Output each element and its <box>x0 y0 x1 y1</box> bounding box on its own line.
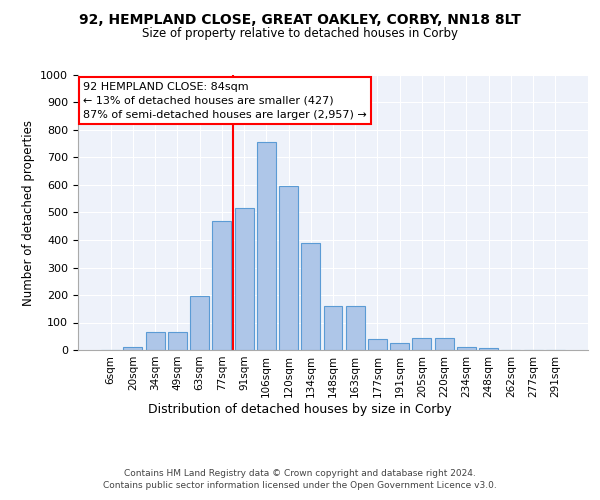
Text: 92 HEMPLAND CLOSE: 84sqm
← 13% of detached houses are smaller (427)
87% of semi-: 92 HEMPLAND CLOSE: 84sqm ← 13% of detach… <box>83 82 367 120</box>
Text: Size of property relative to detached houses in Corby: Size of property relative to detached ho… <box>142 28 458 40</box>
Bar <box>457 346 476 350</box>
Bar <box>301 243 320 350</box>
Bar <box>168 332 187 350</box>
Bar <box>368 339 387 350</box>
Bar <box>257 142 276 350</box>
Bar <box>124 346 142 350</box>
Bar <box>323 306 343 350</box>
Bar <box>235 208 254 350</box>
Bar <box>412 338 431 350</box>
Bar <box>435 338 454 350</box>
Text: Distribution of detached houses by size in Corby: Distribution of detached houses by size … <box>148 402 452 415</box>
Bar <box>390 342 409 350</box>
Bar <box>146 332 164 350</box>
Bar <box>346 306 365 350</box>
Text: Contains HM Land Registry data © Crown copyright and database right 2024.
Contai: Contains HM Land Registry data © Crown c… <box>103 468 497 490</box>
Bar <box>190 296 209 350</box>
Bar <box>212 221 231 350</box>
Bar <box>279 186 298 350</box>
Text: 92, HEMPLAND CLOSE, GREAT OAKLEY, CORBY, NN18 8LT: 92, HEMPLAND CLOSE, GREAT OAKLEY, CORBY,… <box>79 12 521 26</box>
Bar <box>479 348 498 350</box>
Y-axis label: Number of detached properties: Number of detached properties <box>22 120 35 306</box>
